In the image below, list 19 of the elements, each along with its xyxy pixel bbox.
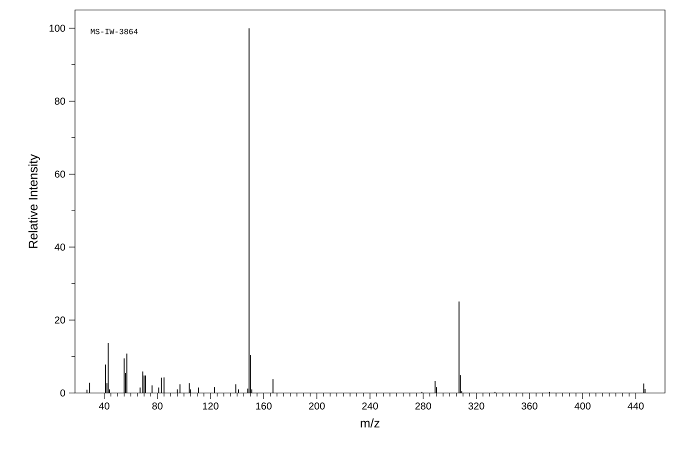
- x-tick-label: 400: [574, 402, 591, 410]
- y-tick-label: 40: [54, 244, 66, 251]
- y-axis-title: Relative Intensity: [28, 154, 40, 248]
- y-tick-label: 20: [54, 316, 66, 324]
- y-tick-label: 60: [54, 170, 66, 178]
- x-tick-label: 160: [256, 402, 272, 410]
- y-tick-label: 100: [50, 24, 66, 32]
- x-tick-label: 440: [628, 402, 644, 410]
- x-tick-label: 80: [152, 402, 163, 410]
- x-tick-label: 360: [522, 402, 538, 410]
- y-tick-label: 80: [54, 98, 66, 105]
- x-tick-label: 320: [468, 402, 484, 410]
- x-tick-label: 280: [415, 402, 432, 410]
- x-tick-label: 40: [98, 402, 110, 410]
- y-tick-label: 0: [60, 389, 66, 397]
- x-tick-label: 200: [309, 402, 325, 410]
- x-tick-label: 120: [203, 402, 218, 410]
- x-tick-label: 240: [362, 402, 378, 410]
- x-axis-title: m/z: [360, 418, 380, 428]
